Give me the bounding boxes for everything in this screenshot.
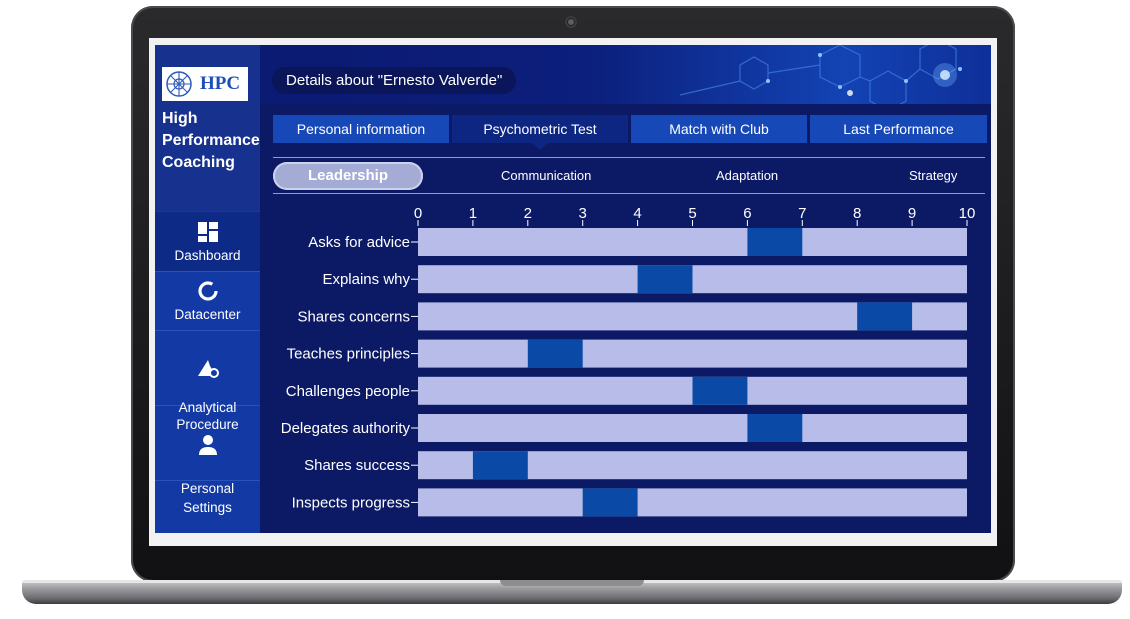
tab-personal-information[interactable]: Personal information — [273, 115, 449, 143]
bar-highlight — [527, 339, 583, 368]
nav-item-dashboard[interactable]: Dashboard — [155, 212, 260, 272]
sidebar: HPC High Performance Coaching Dashboard … — [155, 45, 260, 533]
nav-item-datacenter[interactable]: Datacenter — [155, 273, 260, 331]
x-tick-label: 0 — [414, 205, 422, 222]
main-tabs: Personal information Psychometric Test M… — [273, 115, 987, 143]
bar-highlight — [857, 302, 913, 331]
category-label: Shares concerns — [297, 308, 410, 325]
molecule-decoration — [679, 45, 962, 104]
nav-item-analytical-procedure[interactable]: Analytical Procedure — [155, 332, 260, 432]
nav-label-dashboard: Dashboard — [174, 248, 241, 263]
x-tick-label: 7 — [798, 205, 806, 222]
bar-track — [418, 488, 967, 517]
x-tick-label: 9 — [908, 205, 916, 222]
dashboard-icon — [197, 222, 218, 242]
x-tick-label: 10 — [959, 205, 976, 222]
bar-highlight — [692, 376, 748, 405]
nav-label-datacenter: Datacenter — [174, 307, 241, 322]
category-label: Asks for advice — [308, 234, 410, 251]
page-title: Details about "Ernesto Valverde" — [272, 67, 517, 94]
divider — [273, 193, 985, 194]
app-screen: HPC High Performance Coaching Dashboard … — [155, 45, 991, 533]
x-tick-label: 1 — [469, 205, 477, 222]
tab-psychometric-test[interactable]: Psychometric Test — [452, 115, 628, 143]
donut-icon — [197, 281, 218, 301]
bar-highlight — [582, 488, 638, 517]
active-tab-pointer — [532, 143, 548, 150]
x-tick-label: 4 — [633, 205, 641, 222]
webcam-icon — [565, 16, 577, 28]
nav-label-personal-settings: Personal Settings — [180, 481, 235, 515]
bar-highlight — [637, 265, 693, 294]
logo-wheel-icon — [166, 71, 192, 97]
x-tick-label: 5 — [688, 205, 696, 222]
bar-track — [418, 228, 967, 256]
subtab-adaptation[interactable]: Adaptation — [716, 168, 779, 183]
laptop-base — [22, 580, 1122, 604]
bar-highlight — [472, 451, 528, 480]
category-label: Inspects progress — [292, 494, 410, 511]
nav-item-personal-settings[interactable]: Personal Settings — [155, 407, 260, 515]
x-tick-label: 8 — [853, 205, 861, 222]
x-tick-label: 3 — [579, 205, 587, 222]
bar-track — [418, 339, 967, 368]
subtab-strategy[interactable]: Strategy — [909, 168, 958, 183]
subtab-leadership[interactable]: Leadership — [273, 162, 423, 190]
subtab-communication[interactable]: Communication — [501, 168, 592, 183]
x-tick-label: 2 — [524, 205, 532, 222]
user-icon — [198, 435, 217, 455]
bar-track — [418, 414, 967, 442]
brand-block: HPC High Performance Coaching — [155, 45, 260, 211]
divider — [273, 157, 985, 158]
tab-match-with-club[interactable]: Match with Club — [631, 115, 807, 143]
logo-text: HPC — [200, 73, 241, 94]
analytics-gear-icon — [197, 360, 219, 378]
bar-highlight — [747, 228, 803, 256]
category-label: Shares success — [304, 457, 410, 474]
tab-last-performance[interactable]: Last Performance — [810, 115, 987, 143]
base-notch — [500, 580, 644, 586]
header-banner: Details about "Ernesto Valverde" — [260, 45, 991, 104]
hpc-logo[interactable]: HPC — [162, 67, 248, 101]
bar-highlight — [747, 414, 803, 442]
category-label: Teaches principles — [287, 346, 410, 363]
nav-label-analytical-procedure: Analytical Procedure — [176, 400, 239, 432]
brand-name: High Performance Coaching — [162, 110, 260, 171]
category-label: Delegates authority — [281, 420, 411, 437]
category-label: Explains why — [322, 271, 410, 288]
x-tick-label: 6 — [743, 205, 751, 222]
category-label: Challenges people — [286, 383, 410, 400]
leadership-chart: 0 1 2 3 4 5 6 7 8 9 10 Asks for advice Explains why S… — [281, 205, 976, 517]
